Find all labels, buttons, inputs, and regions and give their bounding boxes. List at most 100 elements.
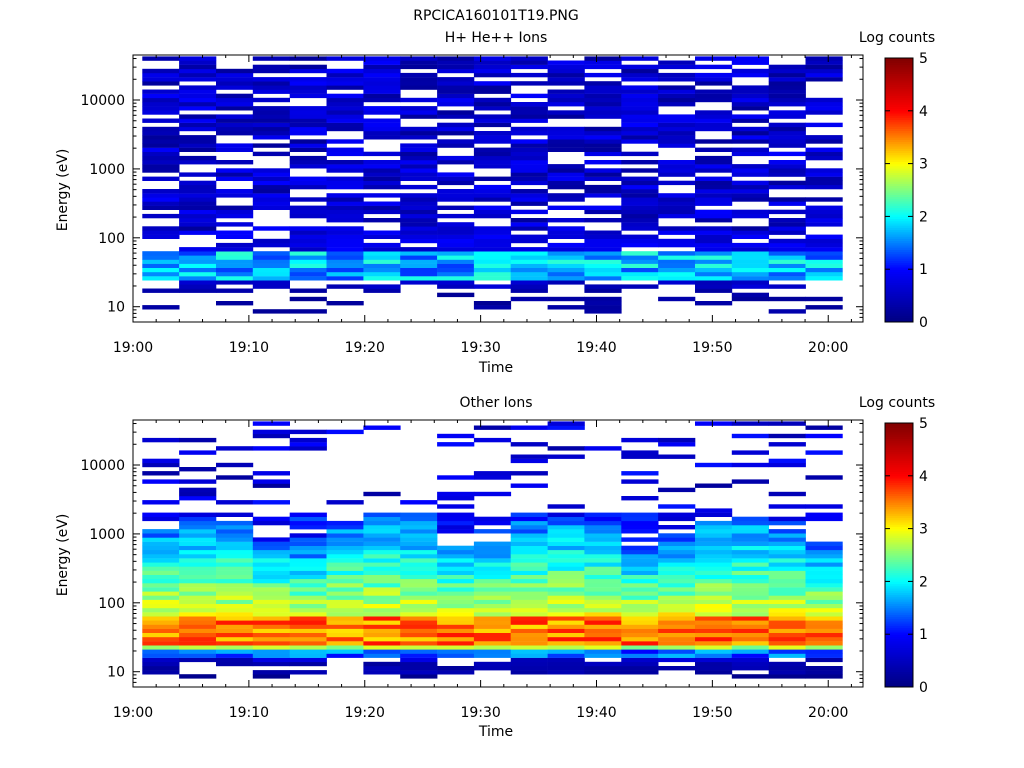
heatmap-cell bbox=[400, 653, 438, 658]
heatmap-cell bbox=[289, 110, 327, 115]
heatmap-cell bbox=[731, 570, 769, 575]
heatmap-cell bbox=[179, 628, 217, 633]
heatmap-cell bbox=[621, 624, 659, 629]
heatmap-cell bbox=[326, 520, 364, 526]
heatmap-cell bbox=[437, 234, 475, 239]
heatmap-cell bbox=[326, 558, 364, 563]
heatmap-cell bbox=[216, 587, 254, 592]
heatmap-cell bbox=[805, 562, 843, 567]
heatmap-cell bbox=[179, 288, 217, 293]
heatmap-cell bbox=[547, 636, 585, 642]
heatmap-cell bbox=[731, 583, 769, 588]
heatmap-cell bbox=[326, 118, 364, 123]
heatmap-cell bbox=[584, 541, 622, 546]
heatmap-cell bbox=[658, 570, 696, 575]
colorbar-segment bbox=[885, 119, 913, 123]
heatmap-cell bbox=[252, 251, 290, 256]
heatmap-cell bbox=[326, 160, 364, 165]
heatmap-cell bbox=[179, 135, 217, 140]
heatmap-cell bbox=[363, 529, 401, 534]
colorbar-segment bbox=[885, 269, 913, 272]
heatmap-cell bbox=[326, 247, 364, 252]
heatmap-cell bbox=[216, 595, 254, 600]
heatmap-cell bbox=[695, 110, 733, 115]
heatmap-cell bbox=[621, 118, 659, 123]
colorbar-segment bbox=[885, 302, 913, 305]
heatmap-cell bbox=[695, 666, 733, 671]
colorbar-segment bbox=[885, 185, 913, 189]
heatmap-cell bbox=[142, 97, 180, 103]
colorbar-segment bbox=[885, 77, 913, 81]
heatmap-cell bbox=[510, 280, 548, 285]
heatmap-cell bbox=[363, 106, 401, 111]
heatmap-cell bbox=[363, 624, 401, 629]
heatmap-cell bbox=[179, 541, 217, 546]
heatmap-cell bbox=[437, 591, 475, 596]
y-tick-label: 10000 bbox=[80, 93, 125, 109]
heatmap-cell bbox=[584, 102, 622, 107]
heatmap-cell bbox=[363, 583, 401, 588]
heatmap-cell bbox=[768, 85, 806, 90]
heatmap-cell bbox=[731, 151, 769, 157]
heatmap-cell bbox=[547, 263, 585, 268]
heatmap-cell bbox=[473, 305, 512, 310]
heatmap-cell bbox=[179, 122, 217, 128]
colorbar-label: Log counts bbox=[859, 30, 935, 46]
heatmap-cell bbox=[510, 591, 548, 596]
heatmap-cell bbox=[216, 213, 254, 219]
heatmap-cell bbox=[363, 193, 401, 198]
heatmap-cell bbox=[805, 238, 843, 244]
heatmap-cell bbox=[363, 263, 401, 268]
heatmap-cell bbox=[142, 566, 180, 571]
heatmap-cell bbox=[326, 218, 364, 223]
heatmap-cell bbox=[179, 657, 217, 663]
heatmap-cell bbox=[473, 68, 512, 74]
heatmap-cell bbox=[473, 255, 512, 260]
heatmap-cell bbox=[326, 147, 364, 152]
heatmap-cell bbox=[179, 583, 217, 588]
heatmap-cell bbox=[252, 674, 290, 679]
colorbar-segment bbox=[885, 654, 913, 657]
heatmap-cell bbox=[289, 89, 327, 94]
heatmap-cell bbox=[695, 599, 733, 604]
heatmap-cell bbox=[179, 64, 217, 70]
heatmap-cell bbox=[695, 649, 733, 654]
heatmap-cell bbox=[621, 657, 659, 663]
heatmap-cell bbox=[289, 118, 327, 123]
heatmap-cell bbox=[473, 641, 512, 646]
heatmap-cell bbox=[363, 176, 401, 181]
heatmap-cell bbox=[547, 110, 585, 115]
colorbar-segment bbox=[885, 460, 913, 464]
heatmap-cell bbox=[510, 549, 548, 555]
heatmap-cell bbox=[731, 139, 769, 144]
heatmap-cell bbox=[363, 259, 401, 264]
heatmap-cell bbox=[695, 176, 733, 181]
heatmap-cell bbox=[437, 442, 475, 447]
colorbar-segment bbox=[885, 271, 913, 275]
heatmap-cell bbox=[768, 263, 806, 268]
heatmap-cell bbox=[584, 97, 622, 103]
heatmap-cell bbox=[731, 529, 769, 534]
colorbar-segment bbox=[885, 117, 913, 121]
colorbar-segment bbox=[885, 104, 913, 107]
heatmap-cell bbox=[621, 131, 659, 136]
heatmap-cell bbox=[805, 632, 843, 638]
heatmap-cell bbox=[768, 151, 806, 157]
colorbar-segment bbox=[885, 113, 913, 116]
heatmap-cell bbox=[437, 666, 475, 671]
heatmap-cell bbox=[731, 251, 769, 256]
heatmap-cell bbox=[289, 628, 327, 633]
heatmap-cell bbox=[326, 106, 364, 111]
heatmap-cell bbox=[400, 661, 438, 667]
heatmap-cell bbox=[768, 209, 806, 215]
colorbar-segment bbox=[885, 447, 913, 450]
heatmap-cell bbox=[695, 541, 733, 546]
heatmap-cell bbox=[326, 263, 364, 268]
heatmap-cell bbox=[621, 222, 659, 227]
colorbar-segment bbox=[885, 58, 913, 61]
heatmap-cell bbox=[621, 160, 659, 165]
colorbar-segment bbox=[885, 207, 913, 211]
heatmap-cell bbox=[510, 558, 548, 563]
heatmap-cell bbox=[289, 558, 327, 563]
heatmap-cell bbox=[695, 587, 733, 592]
